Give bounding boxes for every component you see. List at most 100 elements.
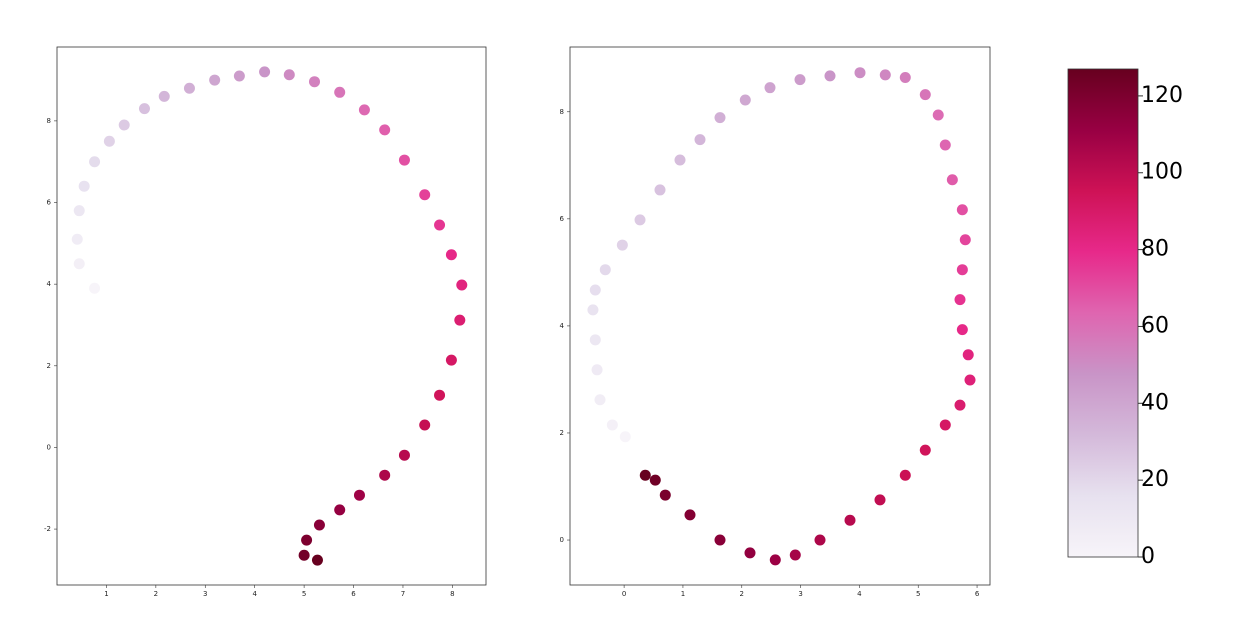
point <box>301 534 313 546</box>
point <box>619 431 631 443</box>
colorbar-tick-label: 0 <box>1141 544 1155 569</box>
point <box>78 180 90 192</box>
point <box>674 154 686 166</box>
point <box>954 399 966 411</box>
y-tick-label: 2 <box>47 362 51 370</box>
point <box>964 374 976 386</box>
x-tick-label: 1 <box>681 590 685 598</box>
point <box>939 139 951 151</box>
point <box>879 69 891 81</box>
x-tick-label: 2 <box>740 590 744 598</box>
y-tick-label: 0 <box>560 536 564 544</box>
point <box>744 547 756 559</box>
point <box>939 419 951 431</box>
point <box>259 66 271 78</box>
point <box>946 174 958 186</box>
point <box>298 549 310 561</box>
y-tick-label: -2 <box>44 525 51 533</box>
colorbar <box>1067 68 1139 558</box>
point <box>358 104 370 116</box>
point <box>398 449 410 461</box>
point <box>209 74 221 86</box>
point <box>334 504 346 516</box>
point <box>73 258 85 270</box>
point <box>591 364 603 376</box>
point <box>379 469 391 481</box>
colorbar-tick-label: 80 <box>1141 237 1169 262</box>
y-tick-label: 4 <box>560 322 565 330</box>
point <box>434 219 446 231</box>
point <box>959 234 971 246</box>
y-tick-label: 2 <box>560 429 564 437</box>
point <box>118 119 130 131</box>
x-tick-label: 5 <box>916 590 920 598</box>
point <box>794 74 806 86</box>
point <box>789 549 801 561</box>
y-tick-label: 6 <box>560 215 565 223</box>
point <box>899 72 911 84</box>
y-tick-label: 4 <box>47 280 52 288</box>
x-tick-label: 1 <box>104 590 108 598</box>
point <box>445 249 457 261</box>
point <box>899 469 911 481</box>
point <box>694 134 706 146</box>
x-tick-label: 0 <box>622 590 626 598</box>
point <box>419 189 431 201</box>
y-tick-label: 8 <box>47 117 51 125</box>
point <box>639 469 651 481</box>
colorbar-tick-label: 60 <box>1141 313 1169 338</box>
point <box>158 90 170 102</box>
x-tick-label: 6 <box>975 590 980 598</box>
point <box>962 349 974 361</box>
point <box>398 154 410 166</box>
point <box>587 304 599 316</box>
point <box>769 554 781 566</box>
point <box>956 204 968 216</box>
point <box>649 474 661 486</box>
point <box>379 124 391 136</box>
colorbar-tick-label: 120 <box>1141 83 1183 108</box>
x-tick-label: 4 <box>857 590 862 598</box>
point <box>919 89 931 101</box>
point <box>454 314 466 326</box>
x-tick-label: 2 <box>154 590 158 598</box>
point <box>183 82 195 94</box>
point <box>714 112 726 124</box>
colorbar-tick-label: 20 <box>1141 467 1169 492</box>
point <box>71 233 83 245</box>
axes-frame <box>569 46 991 586</box>
point <box>814 534 826 546</box>
point <box>919 444 931 456</box>
point <box>954 294 966 306</box>
point <box>353 489 365 501</box>
point <box>764 82 776 94</box>
y-tick-label: 0 <box>47 443 51 451</box>
point <box>594 394 606 406</box>
point <box>103 135 115 147</box>
point <box>844 514 856 526</box>
point <box>684 509 696 521</box>
point <box>932 109 944 121</box>
point <box>599 264 611 276</box>
point <box>233 70 245 82</box>
point <box>434 389 446 401</box>
colorbar-tick-label: 100 <box>1141 160 1183 185</box>
y-tick-label: 8 <box>560 108 564 116</box>
x-tick-label: 3 <box>798 590 802 598</box>
point <box>89 282 101 294</box>
x-tick-label: 4 <box>252 590 257 598</box>
point <box>606 419 618 431</box>
x-tick-label: 8 <box>450 590 454 598</box>
point <box>854 67 866 79</box>
point <box>283 69 295 81</box>
point <box>634 214 646 226</box>
point <box>445 354 457 366</box>
point <box>874 494 886 506</box>
point <box>589 334 601 346</box>
point <box>419 419 431 431</box>
point <box>956 264 968 276</box>
point <box>334 86 346 98</box>
point <box>311 554 323 566</box>
x-tick-label: 6 <box>351 590 356 598</box>
